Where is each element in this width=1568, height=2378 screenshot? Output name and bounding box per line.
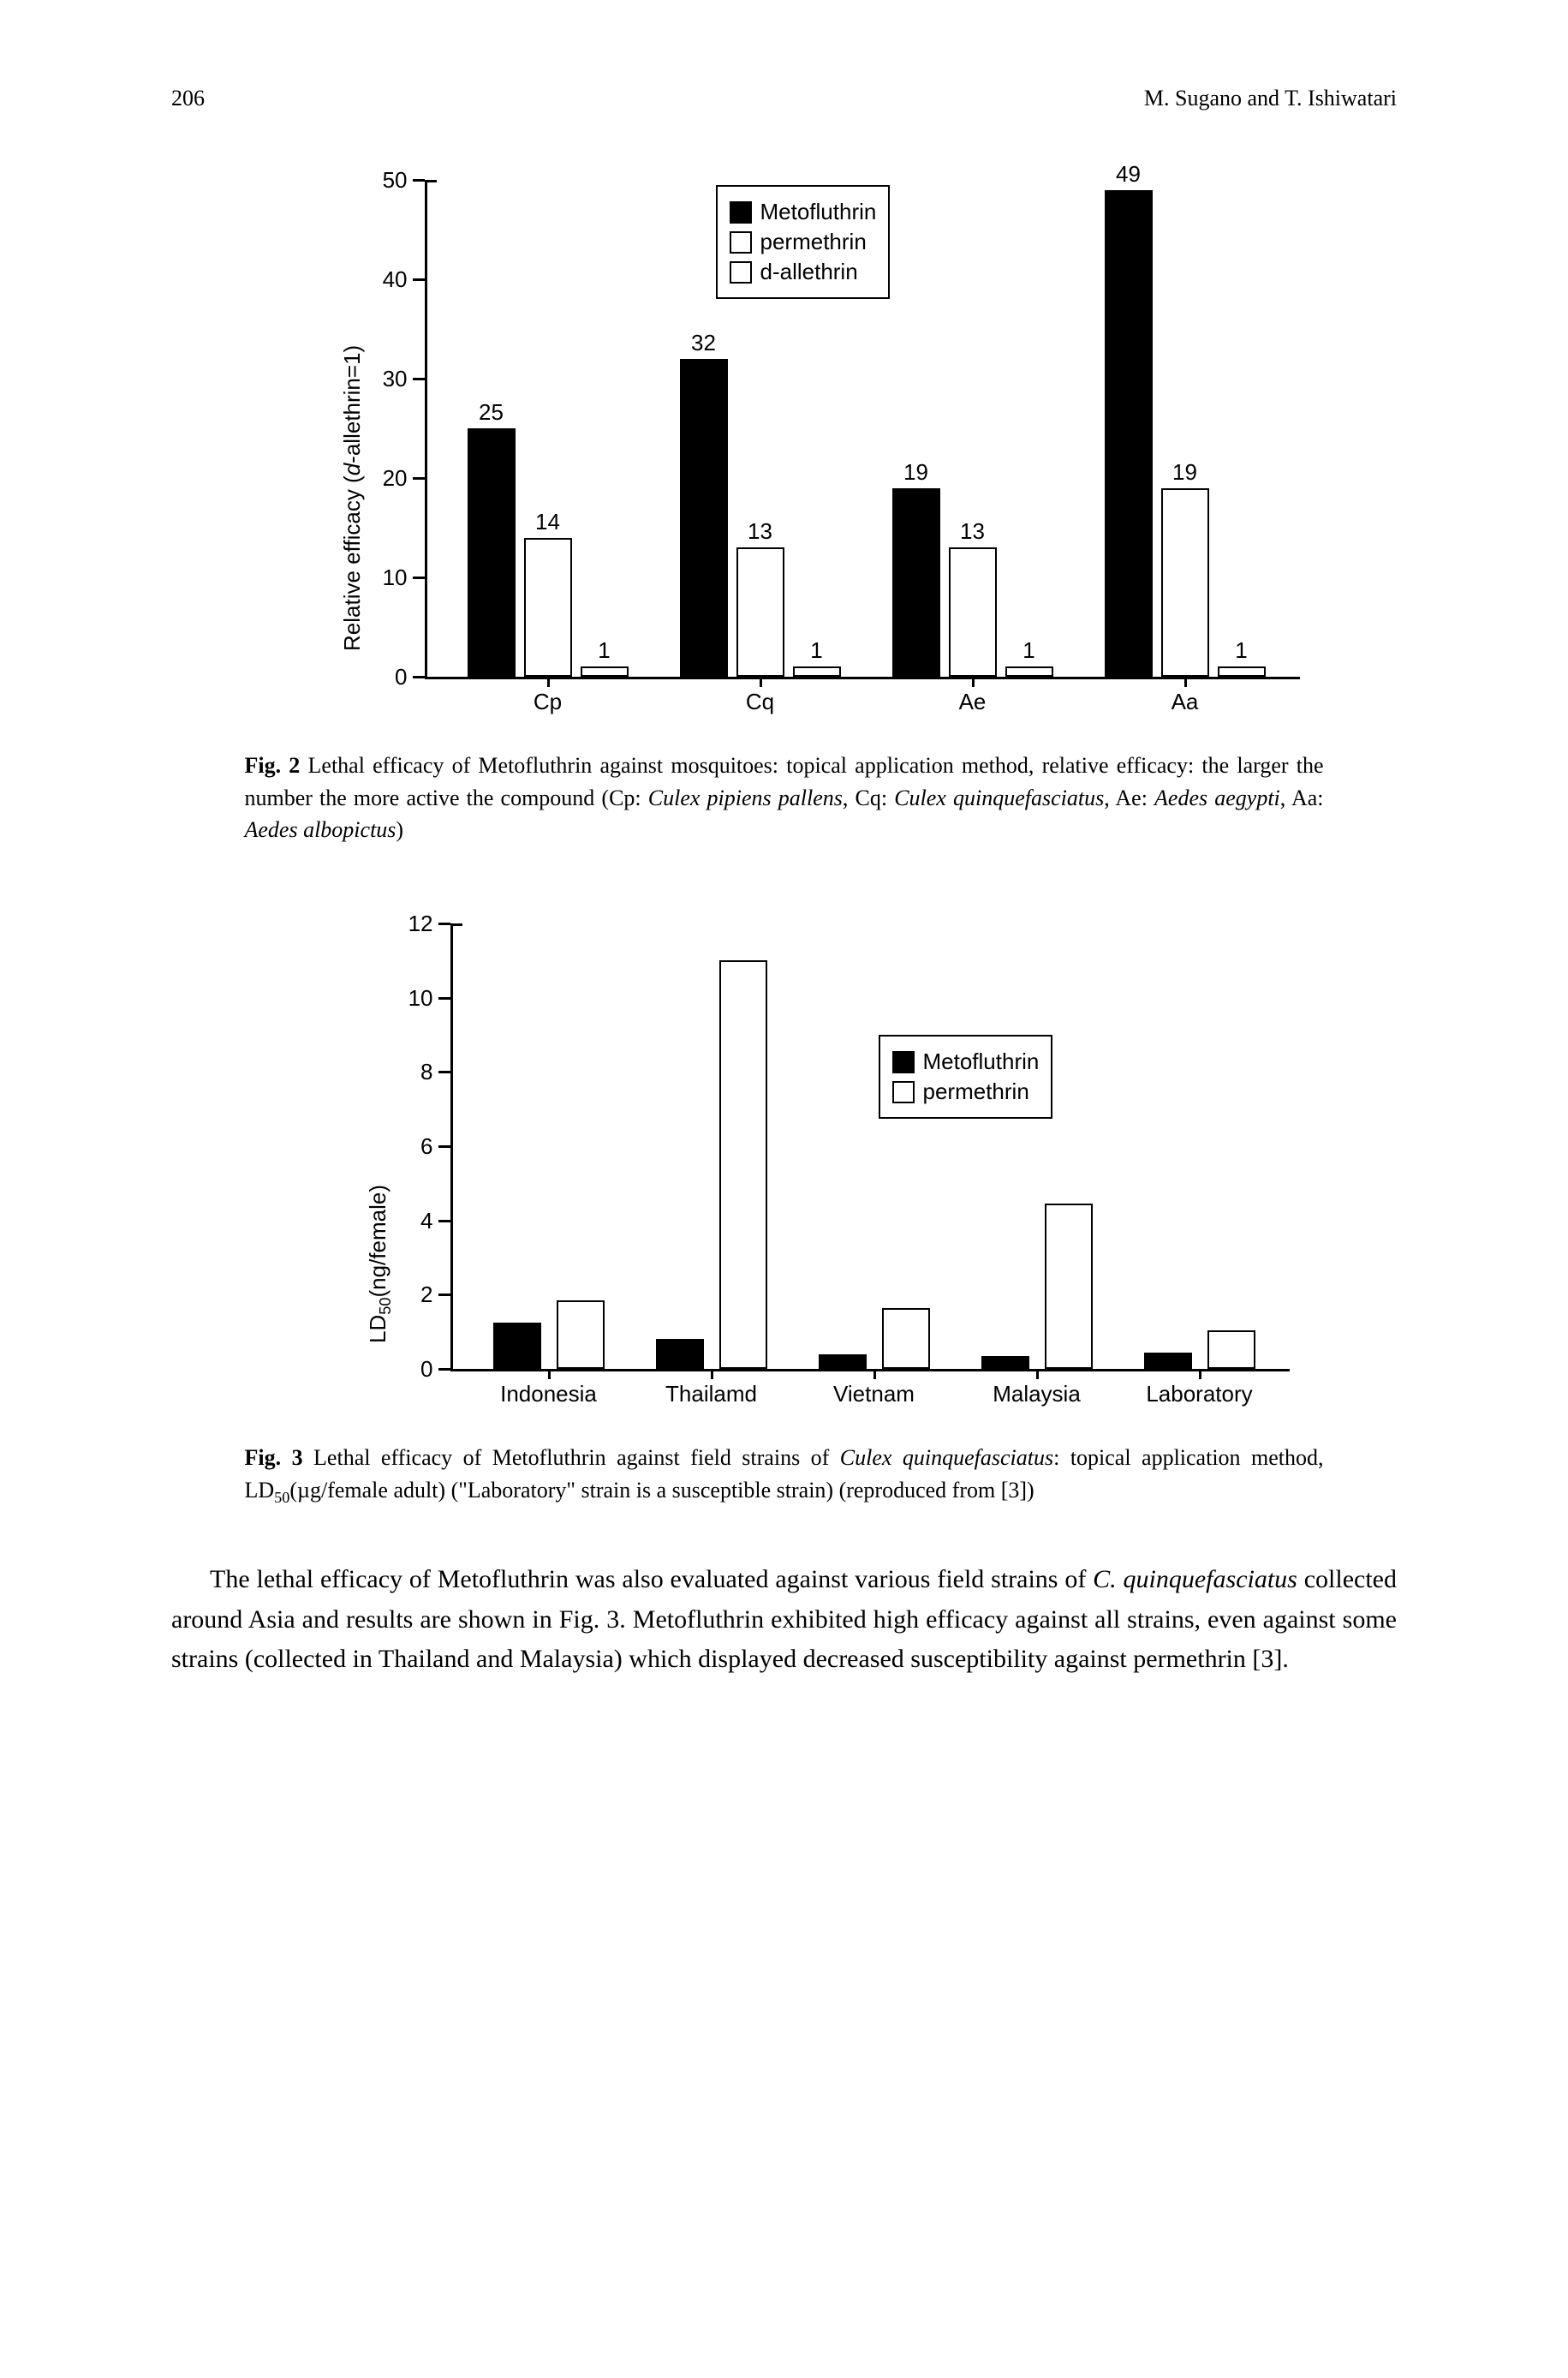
bar — [1144, 1353, 1192, 1370]
figure-3-caption: Fig. 3 Lethal efficacy of Metofluthrin a… — [245, 1442, 1324, 1509]
y-tick-label: 40 — [365, 266, 408, 293]
y-tick-label: 30 — [365, 366, 408, 392]
y-axis — [425, 180, 427, 677]
fig2-label: Fig. 2 — [245, 753, 301, 778]
figure-2-caption: Fig. 2 Lethal efficacy of Metofluthrin a… — [245, 750, 1324, 846]
bar-value-label: 1 — [784, 637, 850, 664]
y-tick-label: 2 — [391, 1282, 433, 1308]
bar — [736, 547, 784, 677]
legend-swatch — [892, 1081, 915, 1103]
bar-value-label: 1 — [997, 637, 1062, 664]
bar — [468, 428, 516, 677]
legend-swatch — [730, 261, 752, 284]
y-tick-label: 6 — [391, 1133, 433, 1160]
bar — [719, 960, 767, 1369]
legend-item: d-allethrin — [730, 259, 877, 285]
y-tick-label: 10 — [391, 985, 433, 1012]
bar — [819, 1354, 867, 1369]
page-number: 206 — [171, 86, 205, 111]
bar — [981, 1356, 1029, 1369]
legend-item: permethrin — [892, 1078, 1040, 1105]
bar — [1045, 1204, 1093, 1369]
category-label: Laboratory — [1127, 1381, 1273, 1407]
bar-value-label: 13 — [940, 518, 1005, 545]
category-label: Malaysia — [964, 1381, 1110, 1407]
legend-label: Metofluthrin — [923, 1049, 1040, 1075]
bar — [1207, 1330, 1255, 1370]
y-tick-label: 0 — [365, 664, 408, 690]
legend-item: Metofluthrin — [892, 1049, 1040, 1075]
bar — [949, 547, 997, 677]
y-tick-label: 50 — [365, 167, 408, 194]
bar — [1218, 666, 1266, 677]
category-label: Indonesia — [476, 1381, 622, 1407]
bar — [656, 1339, 704, 1369]
x-axis — [450, 1369, 1290, 1371]
bar — [793, 666, 841, 677]
y-tick-label: 20 — [365, 465, 408, 492]
category-label: Ae — [875, 689, 1070, 715]
legend: Metofluthrin permethrin d-allethrin — [716, 185, 891, 299]
bar-value-label: 49 — [1096, 161, 1161, 188]
bar — [557, 1300, 605, 1369]
legend-item: permethrin — [730, 229, 877, 255]
bar — [892, 488, 940, 677]
legend-item: Metofluthrin — [730, 199, 877, 225]
category-label: Cq — [663, 689, 858, 715]
bar-value-label: 25 — [459, 399, 524, 426]
body-paragraph: The lethal efficacy of Metofluthrin was … — [171, 1560, 1397, 1680]
category-label: Thailamd — [639, 1381, 784, 1407]
y-tick-label: 12 — [391, 911, 433, 937]
page-header: 206 M. Sugano and T. Ishiwatari — [171, 86, 1397, 111]
bar — [882, 1308, 930, 1370]
fig3-label: Fig. 3 — [245, 1445, 303, 1470]
legend-swatch — [730, 201, 752, 224]
legend-swatch — [892, 1051, 915, 1073]
y-axis-label: LD50(ng/female) — [365, 1185, 395, 1343]
bar-value-label: 32 — [671, 330, 736, 356]
figure-3-chart: 0 2 4 6 8 10 12 LD50(ng/female) Indonesia Thailam… — [331, 898, 1238, 1429]
legend-label: Metofluthrin — [760, 199, 877, 225]
bar-value-label: 1 — [572, 637, 637, 664]
y-axis-label: Relative efficacy (d-allethrin=1) — [339, 345, 366, 651]
y-tick-label: 0 — [391, 1356, 433, 1383]
bar — [493, 1323, 541, 1369]
bar-value-label: 1 — [1209, 637, 1274, 664]
y-tick-label: 10 — [365, 565, 408, 591]
bar — [1105, 190, 1153, 677]
bar-value-label: 19 — [884, 459, 949, 486]
x-axis — [425, 677, 1300, 679]
bar — [1161, 488, 1209, 677]
running-head: M. Sugano and T. Ishiwatari — [1144, 86, 1397, 111]
category-label: Aa — [1088, 689, 1283, 715]
bar — [680, 359, 728, 677]
legend-label: d-allethrin — [760, 259, 858, 285]
category-label: Cp — [450, 689, 646, 715]
bar — [524, 538, 572, 677]
figure-3: 0 2 4 6 8 10 12 LD50(ng/female) Indonesia Thailam… — [245, 898, 1324, 1509]
legend: Metofluthrin permethrin — [879, 1035, 1053, 1119]
bar — [1005, 666, 1053, 677]
bar-value-label: 14 — [516, 509, 581, 535]
bar-value-label: 19 — [1153, 459, 1218, 486]
y-tick-label: 4 — [391, 1208, 433, 1234]
bar — [581, 666, 629, 677]
y-tick-label: 8 — [391, 1059, 433, 1085]
legend-swatch — [730, 231, 752, 254]
legend-label: permethrin — [923, 1078, 1029, 1105]
legend-label: permethrin — [760, 229, 867, 255]
figure-2: 0 10 20 30 40 50 Relative efficacy (d-allethri… — [245, 154, 1324, 846]
y-axis — [450, 923, 453, 1369]
figure-2-chart: 0 10 20 30 40 50 Relative efficacy (d-allethri… — [305, 154, 1264, 737]
category-label: Vietnam — [802, 1381, 947, 1407]
bar-value-label: 13 — [728, 518, 793, 545]
